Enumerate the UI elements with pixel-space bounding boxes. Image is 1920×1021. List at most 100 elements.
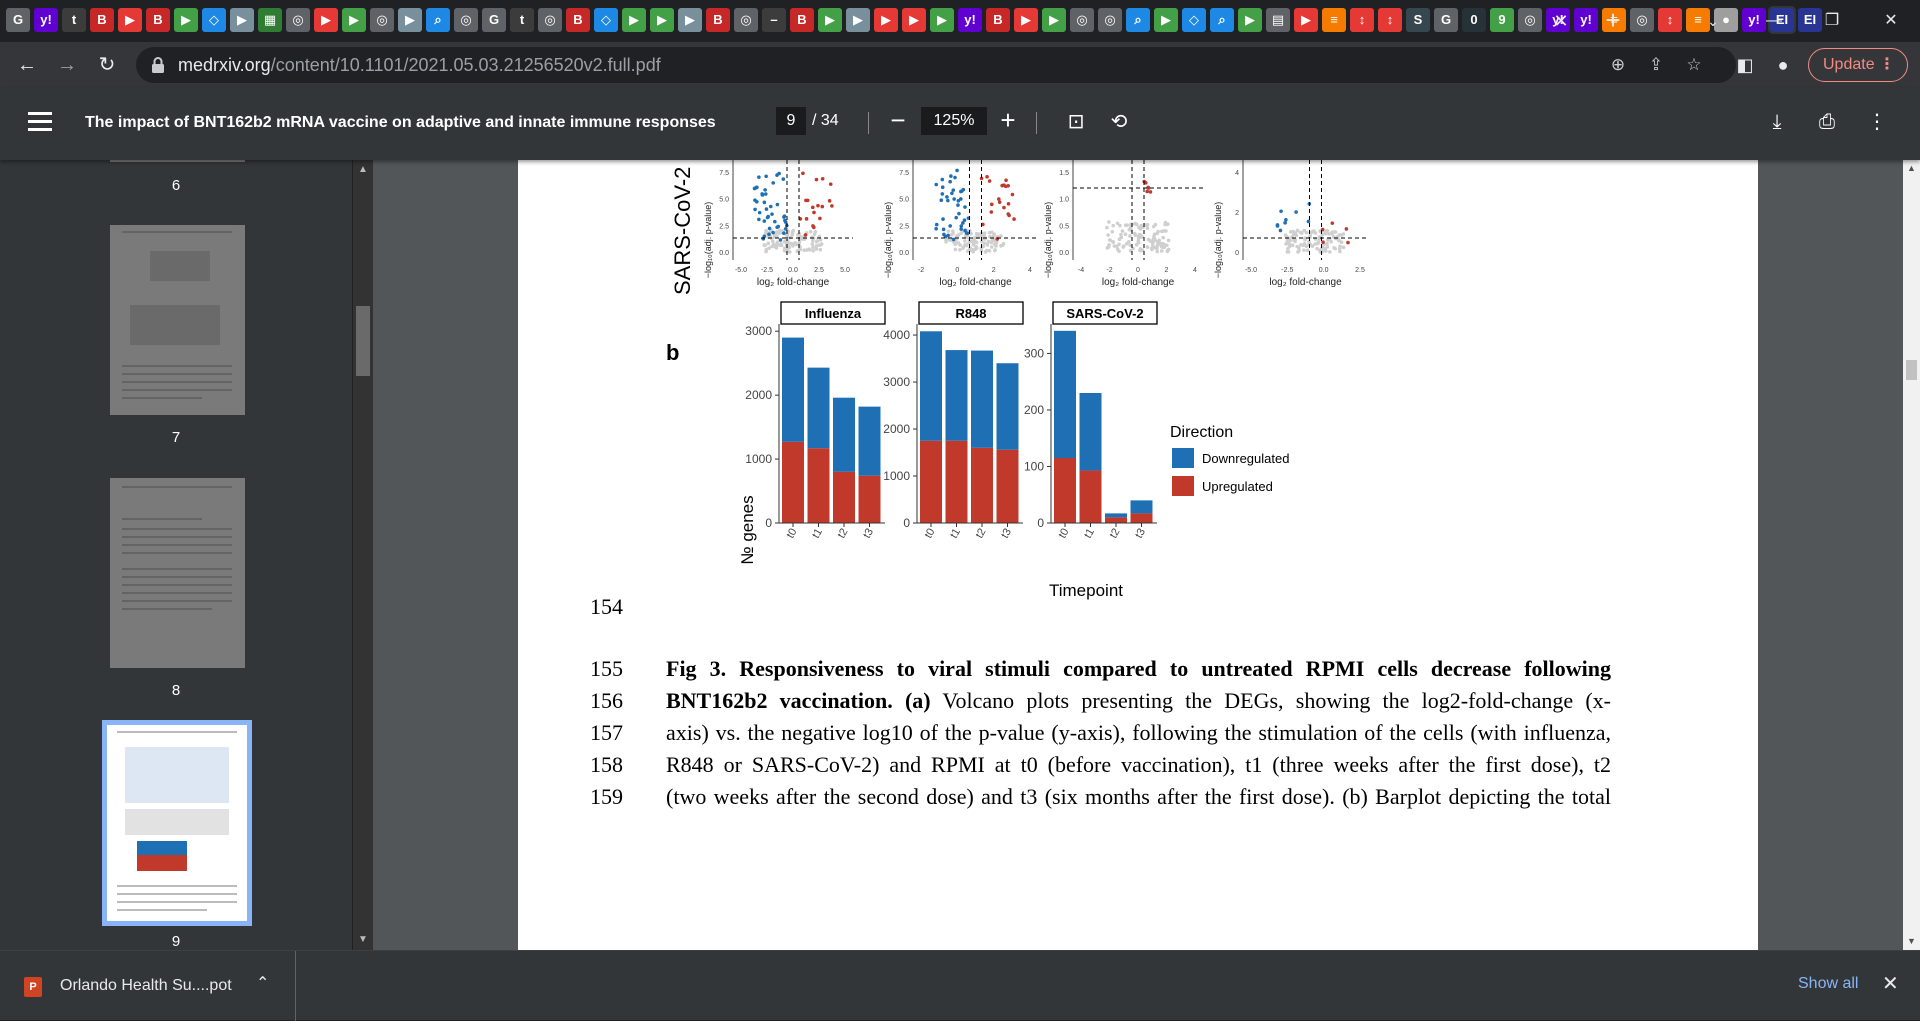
tab-favicon[interactable]: 9 [1490,8,1514,32]
tab-favicon[interactable]: ◇ [202,8,226,32]
viewer-scrollbar[interactable]: ▲ ▼ [1903,160,1920,950]
back-button[interactable]: ← [17,54,37,76]
sidebar-scrollbar[interactable]: ▲ ▼ [353,160,373,950]
bookmark-star-icon[interactable]: ☆ [1686,55,1702,74]
tab-favicon[interactable]: B [790,8,814,32]
tab-favicon[interactable]: ⌕ [1126,8,1150,32]
tab-favicon[interactable]: ▶ [1294,8,1318,32]
tab-favicon[interactable]: B [566,8,590,32]
update-button[interactable]: Update ⋮ [1808,48,1908,82]
tab-favicon[interactable]: ≡ [1602,8,1626,32]
share-icon[interactable]: ⇪ [1648,55,1664,74]
close-tab-icon[interactable]: ✕ [1553,11,1569,31]
tab-favicon[interactable]: t [510,8,534,32]
tab-favicon[interactable]: ⌕ [426,8,450,32]
tab-favicon[interactable]: ▶ [1014,8,1038,32]
tab-favicon[interactable]: ◎ [1070,8,1094,32]
tab-favicon[interactable]: y! [958,8,982,32]
tab-favicon[interactable]: ▶ [902,8,926,32]
tab-favicon[interactable]: ◇ [594,8,618,32]
tab-favicon[interactable]: ↕ [1350,8,1374,32]
zoom-level-input[interactable]: 125% [921,107,987,135]
tab-favicon[interactable]: ◎ [538,8,562,32]
more-actions-icon[interactable]: ⋮ [1867,111,1887,133]
page-thumbnail-active[interactable] [102,720,252,926]
profile-icon[interactable]: ● [1777,55,1789,75]
tab-favicon[interactable]: ◎ [734,8,758,32]
scroll-down-icon[interactable]: ▼ [358,934,368,945]
page-number-input[interactable]: 9 [776,107,806,135]
tab-favicon[interactable]: G [6,8,30,32]
tab-favicon[interactable]: ▶ [1154,8,1178,32]
tab-favicon[interactable]: ▤ [1266,8,1290,32]
tab-search-icon[interactable]: ⌄ [1707,13,1719,29]
tab-favicon[interactable]: EI [1768,6,1796,34]
pdf-viewer[interactable]: SARS-CoV-2 0.0 2.5 5.0 7.5 -5.0 -2.5 0.0 2.5 5.0… [373,160,1903,950]
tab-favicon[interactable]: ◎ [1630,8,1654,32]
scrollbar-thumb[interactable] [1906,360,1917,380]
tab-favicon[interactable]: ▶ [818,8,842,32]
tab-favicon[interactable]: ▶ [118,8,142,32]
tab-favicon[interactable]: ◎ [1518,8,1542,32]
rotate-icon[interactable]: ⟲ [1110,111,1128,133]
tab-favicon[interactable]: t [62,8,86,32]
tab-favicon[interactable]: ● [1714,8,1738,32]
close-window-button[interactable]: ✕ [1884,12,1898,29]
reload-button[interactable]: ↻ [98,54,116,76]
tab-favicon[interactable]: ▶ [174,8,198,32]
download-item[interactable]: P Orlando Health Su....pot ⌃ [0,951,296,1021]
tab-favicon[interactable]: ▶ [846,8,870,32]
scrollbar-thumb[interactable] [356,306,370,376]
side-panel-icon[interactable]: ◧ [1736,55,1754,75]
show-all-button[interactable]: Show all [1798,975,1859,992]
tab-favicon[interactable]: ↕ [1658,8,1682,32]
tab-favicon[interactable]: ◇ [1182,8,1206,32]
close-download-bar-icon[interactable]: ✕ [1882,973,1899,995]
tab-favicon[interactable]: ▶ [230,8,254,32]
tab-favicon[interactable]: ▶ [1238,8,1262,32]
scroll-down-icon[interactable]: ▼ [1907,936,1916,946]
zoom-out-button[interactable]: − [890,105,906,135]
chevron-up-icon[interactable]: ⌃ [256,975,270,992]
tab-favicon[interactable]: 0 [1462,8,1486,32]
menu-icon[interactable] [28,112,52,132]
tab-favicon[interactable]: G [482,8,506,32]
restore-button[interactable]: ❐ [1824,12,1840,29]
tab-favicon[interactable]: ▶ [622,8,646,32]
zoom-icon[interactable]: ⊕ [1610,55,1626,74]
tab-favicon[interactable]: y! [34,8,58,32]
tab-favicon[interactable]: y! [1742,8,1766,32]
tab-favicon[interactable]: ⌕ [1210,8,1234,32]
tab-favicon[interactable]: S [1406,8,1430,32]
tab-favicon[interactable]: ▶ [398,8,422,32]
tab-favicon[interactable]: B [986,8,1010,32]
tab-favicon[interactable]: ▶ [650,8,674,32]
tab-favicon[interactable]: y! [1546,8,1570,32]
page-thumbnail[interactable] [110,478,245,668]
tab-favicon[interactable]: ◎ [454,8,478,32]
scroll-up-icon[interactable]: ▲ [1907,163,1916,173]
tab-favicon[interactable]: ▶ [678,8,702,32]
tab-favicon[interactable]: ▶ [1042,8,1066,32]
minimize-button[interactable]: — [1766,12,1782,29]
tab-favicon[interactable]: ▶ [314,8,338,32]
tab-favicon[interactable]: ◎ [1098,8,1122,32]
print-icon[interactable]: ⎙ [1819,111,1835,133]
download-icon[interactable]: ⤓ [1772,111,1782,133]
tab-favicon[interactable]: ◎ [286,8,310,32]
address-bar[interactable]: medrxiv.org/content/10.1101/2021.05.03.2… [136,47,1736,83]
tab-favicon[interactable]: ▶ [930,8,954,32]
tab-favicon[interactable]: ▶ [874,8,898,32]
tab-favicon[interactable]: ≡ [1686,8,1710,32]
tab-favicon[interactable]: ▶ [342,8,366,32]
fit-page-icon[interactable]: ⊡ [1067,111,1085,133]
tab-favicon[interactable]: EI [1798,8,1822,32]
tab-favicon[interactable]: ◎ [370,8,394,32]
page-thumbnail[interactable] [110,160,245,162]
tab-favicon[interactable]: – [762,8,786,32]
tab-favicon[interactable]: ≡ [1322,8,1346,32]
tab-favicon[interactable]: ▦ [258,8,282,32]
tab-favicon[interactable]: B [90,8,114,32]
new-tab-button[interactable]: + [1605,5,1621,35]
forward-button[interactable]: → [57,54,77,76]
